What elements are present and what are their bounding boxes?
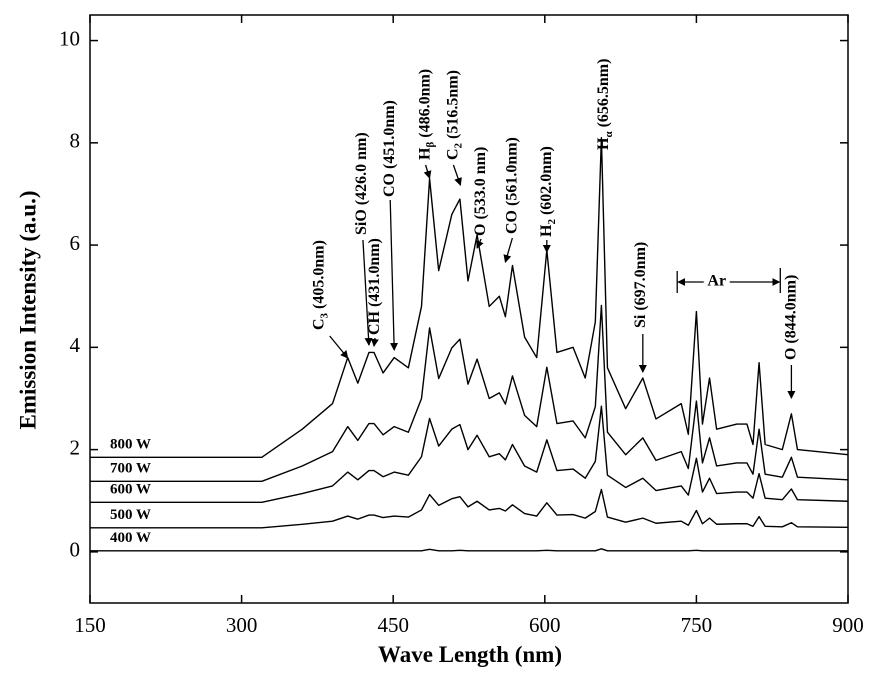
peak-arrow <box>389 199 399 351</box>
peak-label-part: C <box>444 148 461 160</box>
peak-label: C3 (405.0nm) <box>310 240 330 330</box>
peak-label-part: H <box>595 137 612 150</box>
peak-label: O (533.0 nm) <box>472 147 489 236</box>
peak-label: O (844.0nm) <box>782 275 799 360</box>
peak-label: CH (431.0nm) <box>366 238 383 335</box>
y-tick-label: 6 <box>70 231 81 255</box>
y-tick-label: 8 <box>70 129 81 153</box>
peak-label-part: (516.5nm) <box>444 70 461 143</box>
spectrum-line <box>90 304 849 483</box>
series-label: 500 W <box>110 507 151 523</box>
y-axis-title: Emission Intensity (a.u.) <box>15 191 40 430</box>
peak-label: SiO (426.0 nm) <box>353 132 370 235</box>
peak-arrow <box>329 335 349 359</box>
x-tick-label: 300 <box>226 613 258 637</box>
peak-label-part: C <box>310 318 327 330</box>
spectrum-line <box>90 548 848 552</box>
peak-label-subscript: 3 <box>318 312 330 318</box>
peak-arrow <box>476 238 484 249</box>
y-tick-label: 10 <box>59 26 80 50</box>
peak-label-part: (405.0nm) <box>310 240 327 313</box>
peak-label-part: H <box>537 224 554 237</box>
x-tick-label: 600 <box>529 613 561 637</box>
spectrum-line <box>90 137 849 458</box>
peak-arrow <box>370 337 379 347</box>
peak-label-part: CO (451.0nm) <box>381 100 398 197</box>
peak-label: H2 (602.0nm) <box>537 146 557 237</box>
peak-label: Hα (656.5nm) <box>595 59 615 150</box>
peak-label-subscript: β <box>424 142 436 148</box>
peak-label-subscript: α <box>602 131 614 138</box>
x-axis-title: Wave Length (nm) <box>378 642 562 667</box>
peak-label-subscript: 2 <box>452 142 464 148</box>
peak-label-part: (486.0nm) <box>416 69 433 142</box>
y-tick-label: 2 <box>70 435 81 459</box>
spectrum-line <box>90 488 849 529</box>
peak-label-part: CO (561.0nm) <box>503 137 520 234</box>
peak-label: C2 (516.5nm) <box>444 70 464 160</box>
x-tick-label: 900 <box>832 613 864 637</box>
peak-label-part: H <box>416 147 433 160</box>
series-label: 400 W <box>110 530 151 546</box>
series-label: 600 W <box>110 481 151 497</box>
peak-label-part: Si (697.0nm) <box>632 242 649 328</box>
peak-label-part: O (533.0 nm) <box>472 147 489 236</box>
peak-label: Si (697.0nm) <box>632 242 649 328</box>
peak-arrow <box>362 239 373 346</box>
peak-label-part: (602.0nm) <box>537 146 554 219</box>
x-tick-label: 450 <box>377 613 409 637</box>
series-label: 800 W <box>110 436 151 452</box>
x-tick-label: 150 <box>74 613 106 637</box>
series-label: 700 W <box>110 460 151 476</box>
spectrum-line <box>90 405 849 503</box>
peak-label-subscript: 2 <box>545 219 557 225</box>
y-tick-label: 0 <box>70 538 81 562</box>
peak-label-part: CH (431.0nm) <box>366 238 383 335</box>
y-tick-label: 4 <box>70 333 81 357</box>
peak-label-part: (656.5nm) <box>595 59 612 132</box>
peak-label-part: O (844.0nm) <box>782 275 799 360</box>
peak-label: Hβ (486.0nm) <box>416 69 436 160</box>
peak-label: CO (561.0nm) <box>503 137 520 234</box>
peak-arrow <box>452 164 462 186</box>
range-label: Ar <box>707 273 726 290</box>
peak-label-part: SiO (426.0 nm) <box>353 132 370 235</box>
peak-arrow <box>423 164 432 179</box>
x-tick-label: 750 <box>681 613 713 637</box>
plot-frame <box>89 14 849 604</box>
peak-arrow <box>503 237 514 263</box>
peak-label: CO (451.0nm) <box>381 100 398 197</box>
